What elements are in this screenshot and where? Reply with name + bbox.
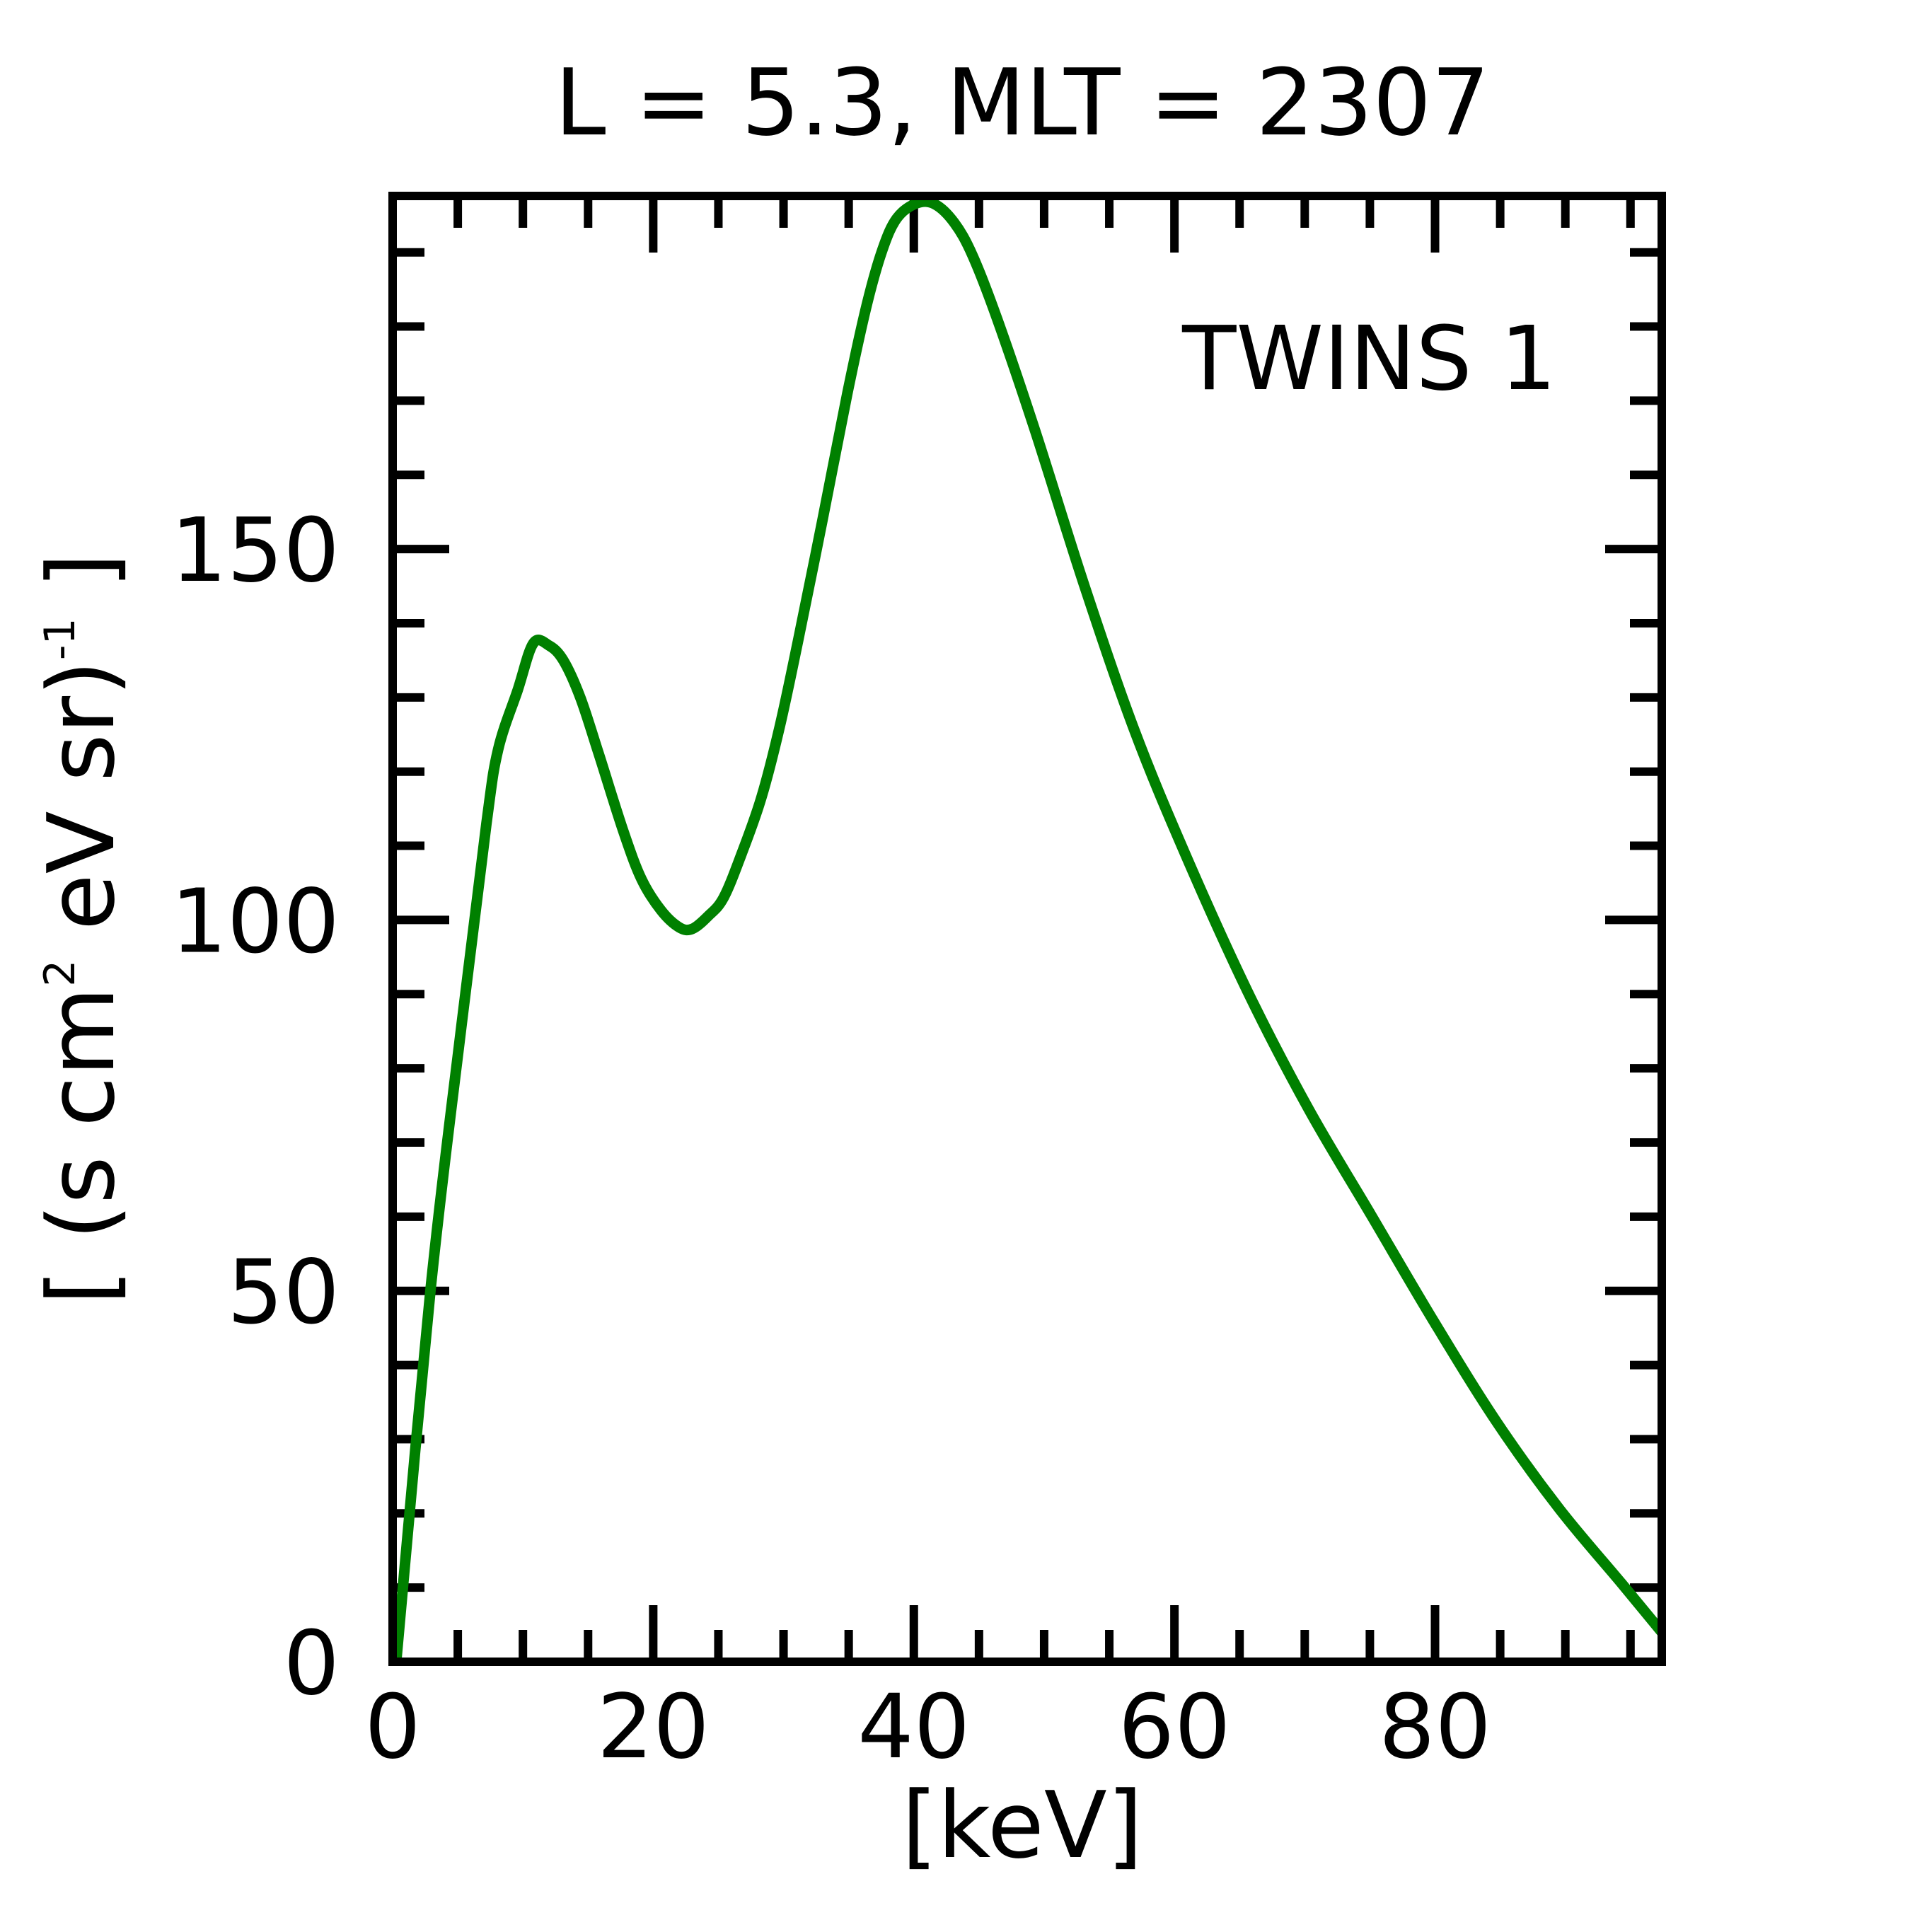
plot-frame: [388, 192, 1666, 1666]
x-axis-label: [keV]: [902, 1771, 1143, 1879]
y-axis-label-sup2: -1: [35, 618, 85, 660]
y-tick-labels: 0 50 100 150: [170, 499, 340, 1715]
x-tick-labels: 0 20 40 60 80: [364, 1676, 1491, 1778]
x-tick-label: 40: [857, 1676, 970, 1778]
y-tick-label: 50: [227, 1242, 340, 1344]
chart-title: L = 5.3, MLT = 2307: [555, 49, 1490, 156]
x-tick-label: 60: [1118, 1676, 1231, 1778]
y-axis-label: [ (s cm2 eV sr)-1 ]: [28, 553, 135, 1305]
x-tick-label: 80: [1379, 1676, 1491, 1778]
y-axis-label-sup1: 2: [35, 960, 85, 987]
y-axis-label-mid: eV sr): [28, 660, 135, 959]
series-line-twins-1: [391, 196, 1666, 1659]
y-tick-label: 100: [170, 870, 340, 973]
x-tick-label: 20: [597, 1676, 710, 1778]
y-axis-label-end: ]: [28, 553, 135, 618]
y-tick-label: 0: [283, 1612, 340, 1715]
legend-entry-twins-1: TWINS 1: [1181, 308, 1556, 410]
x-tick-label: 0: [364, 1676, 421, 1778]
y-axis-label-main: [ (s cm: [28, 987, 135, 1305]
y-tick-label: 150: [170, 499, 340, 602]
ticks: [388, 196, 1662, 1666]
